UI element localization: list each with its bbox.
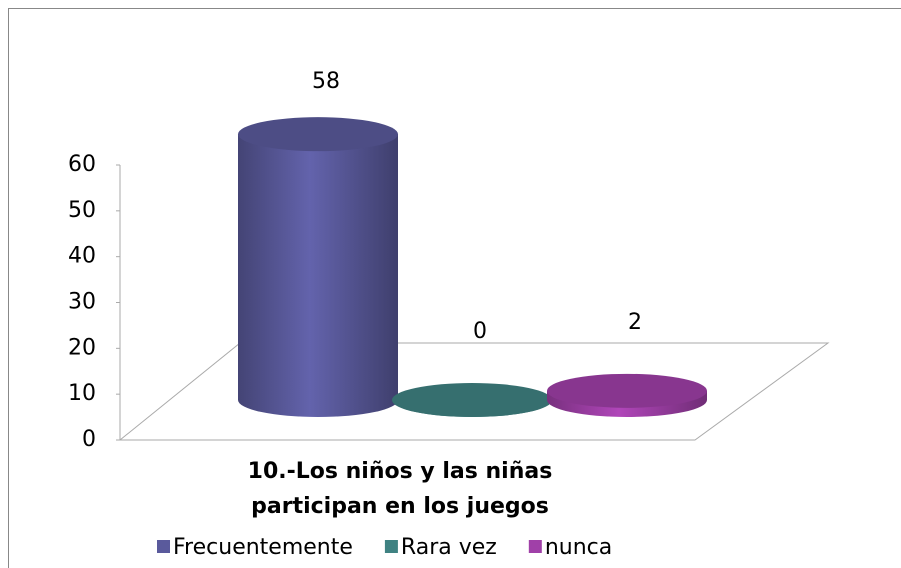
data-label: 2 (628, 310, 642, 335)
y-tick-label: 50 (68, 198, 96, 223)
y-tick-label: 20 (68, 335, 96, 360)
cylinder-top (392, 383, 552, 417)
floor (118, 342, 830, 441)
chart-border (8, 8, 901, 568)
x-category-label: 10.-Los niños y las niñas participan en … (247, 459, 553, 519)
y-tick-label: 0 (82, 427, 96, 452)
legend-swatch (528, 540, 542, 553)
y-tick-label: 40 (68, 244, 96, 269)
legend-label: nunca (545, 535, 612, 560)
legend-swatch (157, 540, 170, 553)
legend-label: Rara vez (401, 535, 497, 560)
cylinder-top (547, 373, 707, 408)
cylinder-top (238, 117, 398, 152)
data-label: 58 (312, 69, 340, 94)
data-label: 0 (473, 319, 487, 344)
legend-label: Frecuentemente (173, 535, 353, 560)
cylinder-body (238, 134, 398, 417)
legend-swatch (384, 540, 398, 553)
y-tick-label: 30 (68, 290, 96, 315)
y-tick-label: 60 (68, 152, 96, 177)
y-tick-label: 10 (68, 381, 96, 406)
